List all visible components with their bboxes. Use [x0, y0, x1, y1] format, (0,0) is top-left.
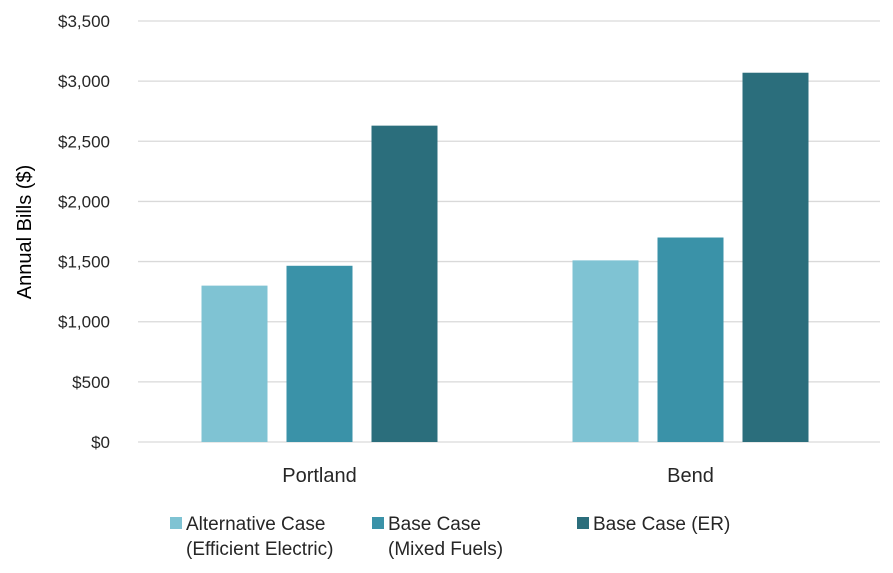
- legend-swatch: [170, 517, 182, 529]
- bar-portland-series-1: [201, 285, 268, 442]
- legend-swatch: [372, 517, 384, 529]
- y-tick-label: $0: [91, 433, 110, 452]
- bar-portland-series-2: [286, 265, 353, 442]
- bar-portland-series-3: [371, 125, 438, 443]
- bar-bend-series-1: [572, 260, 639, 442]
- y-axis-title: Annual Bills ($): [14, 165, 36, 300]
- legend-label: Base Case (ER): [593, 514, 730, 535]
- legend-swatch: [577, 517, 589, 529]
- x-category-label: Bend: [667, 465, 714, 487]
- legend-label: (Efficient Electric): [186, 539, 333, 560]
- y-tick-label: $1,500: [58, 253, 110, 272]
- y-tick-label: $1,000: [58, 313, 110, 332]
- legend-label: Alternative Case: [186, 514, 325, 535]
- y-axis-tick-labels: $0 $500 $1,000 $1,500 $2,000 $2,500 $3,000 $3,5…: [58, 12, 110, 452]
- y-tick-label: $3,000: [58, 72, 110, 91]
- bars: [201, 72, 809, 443]
- x-category-label: Portland: [282, 465, 357, 487]
- y-tick-label: $2,000: [58, 192, 110, 211]
- legend-label: (Mixed Fuels): [388, 539, 503, 560]
- y-tick-label: $3,500: [58, 12, 110, 31]
- bar-bend-series-2: [657, 237, 724, 442]
- category-labels: Portland Bend: [282, 465, 714, 487]
- bar-bend-series-3: [742, 72, 809, 443]
- y-tick-label: $2,500: [58, 132, 110, 151]
- legend: Alternative Case (Efficient Electric) Base…: [170, 514, 730, 560]
- legend-label: Base Case: [388, 514, 481, 535]
- y-tick-label: $500: [72, 373, 110, 392]
